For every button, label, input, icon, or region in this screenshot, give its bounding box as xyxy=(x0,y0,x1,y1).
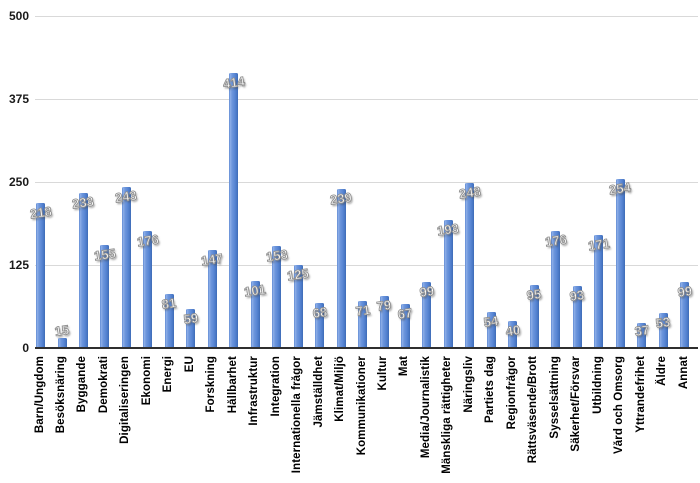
bar xyxy=(658,312,668,348)
y-axis-tick-label: 0 xyxy=(22,341,29,355)
category-label: Klimat/Miljö xyxy=(334,356,346,422)
category-label: Demokrati xyxy=(97,356,110,414)
value-label: 99 xyxy=(676,283,693,301)
category-label: Byggande xyxy=(76,356,89,413)
bar xyxy=(121,186,131,348)
value-label: 218 xyxy=(28,203,53,222)
bar xyxy=(143,231,153,348)
bar xyxy=(443,219,453,348)
category-label: Jämställdhet xyxy=(312,356,325,428)
value-label: 176 xyxy=(543,231,568,250)
category-label: Äldre xyxy=(656,356,668,386)
value-label: 243 xyxy=(114,187,139,206)
bar xyxy=(572,286,582,348)
bar xyxy=(358,300,367,348)
bar xyxy=(207,250,217,348)
category-label: Integration xyxy=(269,356,282,417)
category-label: Näringsliv xyxy=(462,356,475,413)
category-label: Infrastruktur xyxy=(248,356,261,426)
bar xyxy=(57,338,67,348)
bar xyxy=(164,294,174,348)
bar xyxy=(680,282,689,348)
bar xyxy=(272,246,282,348)
category-label: Digitaliseringen xyxy=(119,356,132,444)
bar xyxy=(229,73,239,348)
value-label: 414 xyxy=(221,73,246,92)
bar xyxy=(508,321,518,348)
bar xyxy=(637,323,647,348)
x-axis-line xyxy=(35,347,698,349)
gridline xyxy=(35,99,698,100)
bar xyxy=(336,189,346,348)
bar xyxy=(250,280,260,348)
category-label: Mat xyxy=(398,356,411,377)
bar xyxy=(400,303,410,348)
category-label: Rättsväsende/Brott xyxy=(527,356,540,464)
y-axis-tick-label: 125 xyxy=(8,258,29,272)
category-label: Partiets dag xyxy=(484,356,497,424)
category-label: Utbildning xyxy=(591,356,604,414)
category-label: Media/Journalistik xyxy=(419,356,432,459)
bar xyxy=(293,265,303,348)
category-label: Besöksnäring xyxy=(55,356,67,434)
category-label: Regionfrågor xyxy=(505,356,518,430)
bar xyxy=(379,295,389,348)
y-axis-tick-label: 500 xyxy=(8,9,29,23)
category-label: Ekonomi xyxy=(140,356,153,406)
bar xyxy=(594,234,604,348)
bar xyxy=(615,179,625,348)
y-axis-tick-label: 250 xyxy=(8,175,29,189)
gridline xyxy=(35,182,698,183)
category-label: Yttrandefrihet xyxy=(634,356,647,433)
gridline xyxy=(35,16,698,17)
bar xyxy=(78,193,88,348)
bar xyxy=(465,183,475,348)
bar xyxy=(100,245,110,348)
y-axis-tick-label: 375 xyxy=(8,92,29,106)
category-label: Barn/Ungdom xyxy=(33,356,46,434)
category-label: Energi xyxy=(162,356,175,393)
category-label: Sysselsättning xyxy=(548,356,561,439)
category-label: Annat xyxy=(677,356,690,390)
category-label: Mänskliga rättigheter xyxy=(441,356,454,474)
bar xyxy=(486,312,496,348)
category-label: Kultur xyxy=(377,356,389,391)
category-label: EU xyxy=(183,356,196,373)
bar xyxy=(315,302,325,348)
bar xyxy=(422,282,432,348)
gridline xyxy=(35,265,698,266)
category-label: Kommunikationer xyxy=(355,356,368,456)
category-label: Säkerhet/Försvar xyxy=(570,356,583,452)
category-label: Vård och Omsorg xyxy=(613,356,626,454)
bar xyxy=(529,284,539,348)
bar xyxy=(551,231,561,348)
bar xyxy=(186,308,196,348)
category-label: Internationella frågor xyxy=(291,356,304,474)
bar xyxy=(36,203,45,348)
category-label: Hållbarhet xyxy=(226,356,239,414)
category-label: Forskning xyxy=(205,356,218,413)
